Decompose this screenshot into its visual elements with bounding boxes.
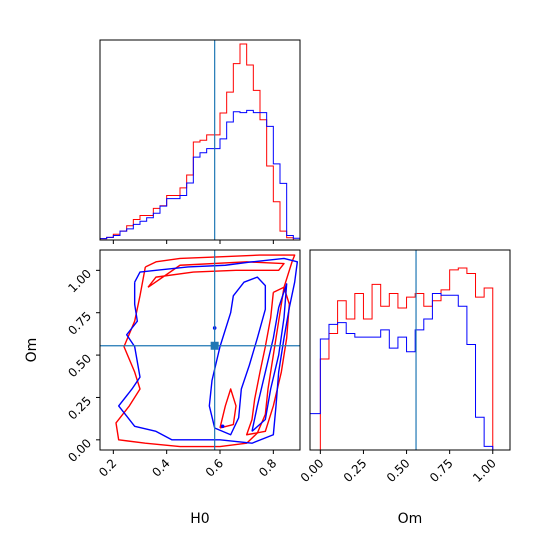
truth-marker	[210, 341, 219, 350]
contour-blue-dot	[220, 424, 225, 429]
joint-x-tick-label: 0.2	[96, 456, 119, 479]
x-axis-label-om: Om	[398, 511, 423, 527]
x-axis-label-h0: H0	[190, 511, 209, 527]
contour-blue-5	[208, 276, 267, 436]
joint-x-tick-label: 0.8	[256, 456, 279, 479]
om-histogram-frame	[309, 249, 511, 451]
om-histogram-red-series	[310, 267, 510, 451]
contour-red-2	[219, 388, 237, 429]
om-x-tick-label: 0.00	[298, 456, 327, 485]
joint-y-tick-label: 0.25	[65, 394, 94, 423]
h0-histogram-red-series	[99, 43, 300, 241]
contour-red-3	[147, 261, 285, 288]
joint-y-tick-label: 1.00	[65, 267, 94, 296]
om-x-tick-label: 1.00	[470, 456, 499, 485]
h0-histogram-blue-series	[99, 109, 301, 240]
y-axis-label-om: Om	[24, 338, 40, 363]
contour-blue-6	[251, 283, 288, 432]
h0-histogram-frame	[99, 39, 301, 241]
joint-x-tick-label: 0.6	[203, 456, 226, 479]
contour-red-0	[115, 254, 296, 448]
om-x-tick-label: 0.50	[384, 456, 413, 485]
om-histogram-blue-series	[309, 292, 510, 451]
om-x-tick-label: 0.25	[341, 456, 370, 485]
contour-blue-4	[117, 257, 299, 444]
joint-frame	[99, 249, 301, 451]
joint-y-tick-label: 0.50	[65, 351, 94, 380]
om-x-tick-label: 0.75	[427, 456, 456, 485]
joint-x-tick-label: 0.4	[149, 456, 172, 479]
joint-y-tick-label: 0.75	[65, 309, 94, 338]
joint-y-tick-label: 0.00	[65, 436, 94, 465]
